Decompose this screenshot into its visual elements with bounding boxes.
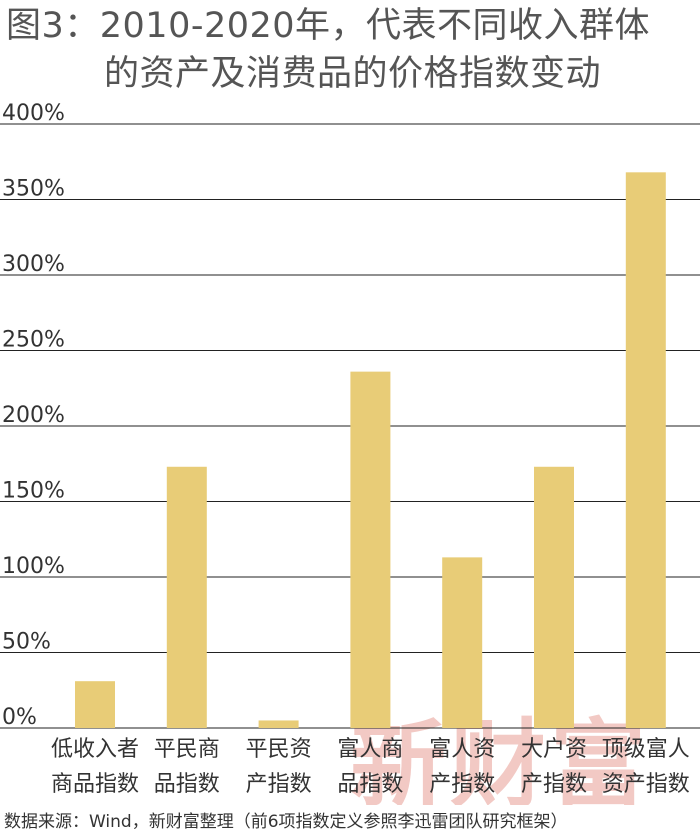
bar [442, 557, 483, 728]
y-tick-label: 350% [2, 177, 65, 202]
y-tick-label: 300% [2, 252, 65, 277]
y-tick-label: 50% [2, 630, 51, 655]
x-tick-label: 低收入者 [51, 737, 139, 762]
x-tick-label: 产指数 [246, 772, 312, 797]
chart-title-line-1: 图3：2010-2020年，代表不同收入群体 [6, 6, 651, 46]
bar [258, 720, 299, 728]
x-tick-label: 顶级富人 [602, 737, 690, 762]
source-note: 数据来源：Wind，新财富整理（前6项指数定义参照李迅雷团队研究框架） [4, 812, 568, 832]
x-tick-label: 平民资 [246, 737, 312, 762]
x-tick-label: 品指数 [154, 772, 220, 797]
x-tick-label: 产指数 [521, 772, 587, 797]
x-tick-label: 平民商 [154, 737, 220, 762]
y-tick-label: 150% [2, 479, 65, 504]
x-tick-label: 产指数 [429, 772, 495, 797]
bar-chart: 新财富 0% 50% 100% 150% 200% 250% 300% 350% 400% 低收… [0, 101, 700, 805]
x-tick-label: 资产指数 [602, 772, 690, 797]
bar [75, 681, 115, 728]
bar [534, 466, 574, 728]
y-tick-label: 400% [2, 101, 65, 126]
y-tick-label: 100% [2, 554, 65, 579]
chart-title-line-2: 的资产及消费品的价格指数变动 [104, 54, 602, 94]
x-tick-label: 富人商 [337, 737, 403, 762]
bar [166, 466, 207, 728]
y-tick-label: 0% [2, 705, 37, 730]
y-tick-label: 200% [2, 403, 65, 428]
watermark-text: 新财富 [350, 708, 650, 805]
x-tick-label: 大户资 [521, 737, 587, 762]
y-tick-label: 250% [2, 328, 65, 353]
bar [350, 371, 391, 728]
chart-title: 图3：2010-2020年，代表不同收入群体 的资产及消费品的价格指数变动 [6, 2, 696, 98]
x-tick-label: 商品指数 [51, 772, 139, 797]
x-tick-label: 品指数 [337, 772, 403, 797]
bar [625, 172, 666, 728]
x-tick-label: 富人资 [429, 737, 495, 762]
